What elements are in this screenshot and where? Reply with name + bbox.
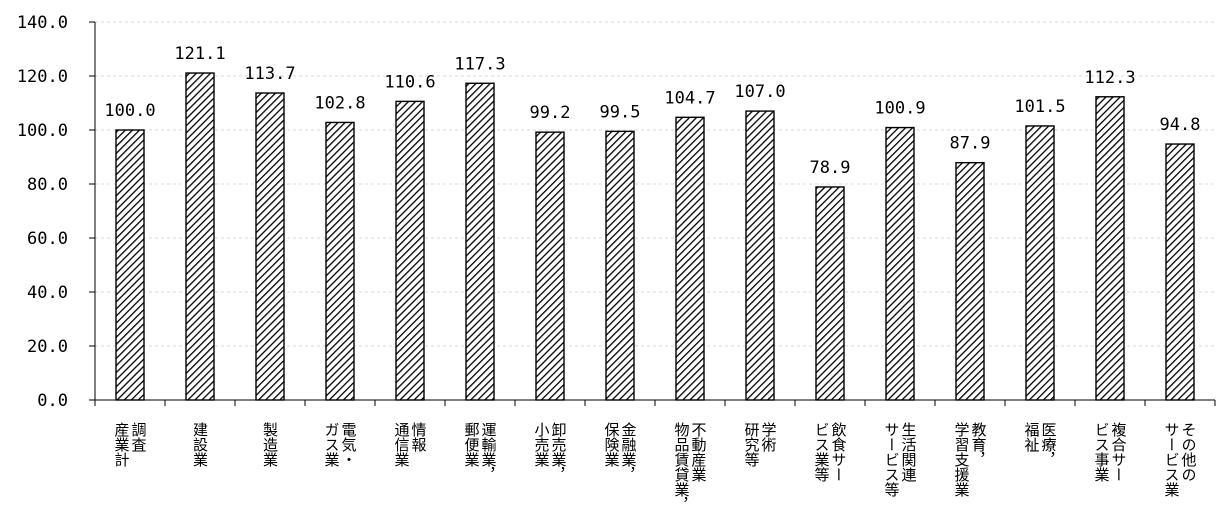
data-label: 87.9 bbox=[950, 134, 991, 154]
data-label: 107.0 bbox=[734, 82, 785, 102]
y-tick-label: 100.0 bbox=[17, 121, 68, 141]
bar bbox=[465, 82, 495, 401]
data-label: 104.7 bbox=[664, 88, 715, 108]
x-category-label: その他の bbox=[1180, 422, 1198, 482]
data-label: 100.9 bbox=[874, 99, 925, 119]
data-label: 78.9 bbox=[810, 158, 851, 178]
y-tick-label: 20.0 bbox=[27, 337, 68, 357]
data-label: 102.8 bbox=[314, 93, 365, 113]
bar bbox=[885, 126, 915, 401]
x-category-label: 飲食サー bbox=[830, 422, 848, 482]
data-label: 99.5 bbox=[600, 102, 641, 122]
x-category-label: 生活関連 bbox=[900, 422, 918, 483]
bar bbox=[185, 72, 215, 401]
x-category-label: 電気・ bbox=[340, 422, 358, 467]
x-category-label: 不動産業 bbox=[690, 422, 708, 482]
bar bbox=[1025, 125, 1055, 401]
x-category-label: 教育， bbox=[970, 422, 988, 467]
x-category-label: 複合サー bbox=[1110, 422, 1128, 482]
x-category-label: 情報 bbox=[410, 422, 428, 452]
x-category-label: 物品賃貸業， bbox=[673, 422, 691, 508]
x-category-label: 福祉 bbox=[1023, 422, 1041, 452]
x-category-label: サービス等 bbox=[883, 422, 901, 497]
data-label: 101.5 bbox=[1014, 97, 1065, 117]
bar bbox=[605, 130, 635, 401]
bar bbox=[745, 110, 775, 401]
bar bbox=[395, 100, 425, 401]
bar bbox=[255, 92, 285, 401]
x-category-label: ガス業 bbox=[323, 422, 341, 467]
bar bbox=[1165, 143, 1195, 401]
x-category-label: 卸売業， bbox=[550, 422, 568, 482]
y-axis-ticks: 0.0 20.0 40.0 60.0 80.0 100.0 120.0 140.0 bbox=[17, 13, 95, 411]
x-category-label: 調査 bbox=[130, 422, 148, 452]
y-tick-label: 140.0 bbox=[17, 13, 68, 33]
x-category-label: 運輸業， bbox=[480, 422, 498, 482]
x-category-label: 建設業 bbox=[191, 422, 209, 467]
x-category-label: 産業計 bbox=[113, 422, 131, 467]
x-category-label: 通信業 bbox=[393, 422, 411, 467]
y-tick-label: 60.0 bbox=[27, 229, 68, 249]
x-category-label: 金融業， bbox=[620, 422, 638, 482]
y-tick-label: 40.0 bbox=[27, 283, 68, 303]
axes bbox=[94, 22, 1216, 406]
x-category-label: 学習支援業 bbox=[953, 422, 971, 497]
bar bbox=[955, 161, 985, 401]
data-label: 100.0 bbox=[104, 101, 155, 121]
x-category-label: 学術 bbox=[760, 422, 778, 453]
bar bbox=[115, 129, 145, 401]
x-category-label: 研究等 bbox=[743, 422, 761, 467]
x-category-label: 製造業 bbox=[261, 422, 279, 467]
data-label: 110.6 bbox=[384, 72, 435, 92]
data-label: 121.1 bbox=[174, 44, 225, 64]
x-category-label: サービス業 bbox=[1163, 422, 1181, 497]
x-category-label: 保険業 bbox=[603, 422, 621, 467]
data-label: 112.3 bbox=[1084, 68, 1135, 88]
bar bbox=[535, 131, 565, 401]
x-category-label: 医療， bbox=[1040, 422, 1058, 467]
y-tick-label: 80.0 bbox=[27, 175, 68, 195]
y-tick-label: 0.0 bbox=[37, 391, 68, 411]
x-category-label: 小売業 bbox=[533, 422, 551, 467]
y-tick-label: 120.0 bbox=[17, 67, 68, 87]
x-category-label: ビス業等 bbox=[813, 422, 831, 482]
bar bbox=[325, 121, 355, 401]
x-category-label: 郵便業 bbox=[463, 422, 481, 467]
x-category-label: ビス事業 bbox=[1093, 422, 1111, 482]
bar bbox=[675, 116, 705, 401]
bar bbox=[815, 186, 845, 401]
bars bbox=[115, 72, 1195, 401]
data-label: 94.8 bbox=[1160, 115, 1201, 135]
data-labels: 100.0 121.1 113.7 102.8 110.6 117.3 99.2 99.5 10… bbox=[104, 44, 1200, 178]
data-label: 99.2 bbox=[530, 103, 571, 123]
data-label: 113.7 bbox=[244, 64, 295, 84]
bar bbox=[1095, 96, 1125, 401]
data-label: 117.3 bbox=[454, 54, 505, 74]
